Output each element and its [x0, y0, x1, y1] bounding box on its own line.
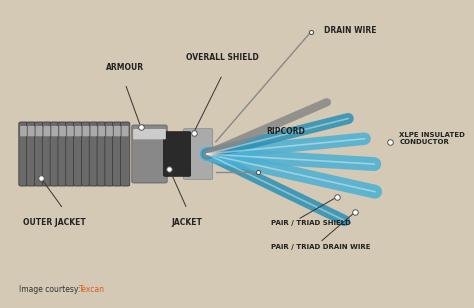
FancyBboxPatch shape — [35, 122, 44, 186]
FancyBboxPatch shape — [83, 126, 90, 136]
FancyBboxPatch shape — [113, 122, 122, 186]
FancyBboxPatch shape — [20, 126, 27, 136]
FancyBboxPatch shape — [114, 126, 121, 136]
FancyBboxPatch shape — [120, 122, 130, 186]
Text: OVERALL SHIELD: OVERALL SHIELD — [186, 53, 259, 63]
FancyBboxPatch shape — [97, 122, 106, 186]
Text: Texcan: Texcan — [79, 286, 105, 294]
FancyBboxPatch shape — [91, 126, 97, 136]
FancyBboxPatch shape — [183, 129, 213, 179]
FancyBboxPatch shape — [59, 126, 66, 136]
FancyBboxPatch shape — [52, 126, 58, 136]
Text: DRAIN WIRE: DRAIN WIRE — [324, 26, 377, 35]
Text: RIPCORD: RIPCORD — [267, 127, 306, 136]
Text: ARMOUR: ARMOUR — [106, 63, 144, 71]
Text: Image courtesy:: Image courtesy: — [19, 286, 83, 294]
FancyBboxPatch shape — [44, 126, 50, 136]
FancyBboxPatch shape — [106, 126, 113, 136]
Text: PAIR / TRIAD SHIELD: PAIR / TRIAD SHIELD — [271, 220, 351, 226]
FancyBboxPatch shape — [58, 122, 67, 186]
FancyBboxPatch shape — [133, 129, 166, 139]
FancyBboxPatch shape — [19, 122, 28, 186]
Text: JACKET: JACKET — [172, 218, 202, 227]
FancyBboxPatch shape — [132, 125, 167, 183]
FancyBboxPatch shape — [36, 126, 43, 136]
Text: OUTER JACKET: OUTER JACKET — [23, 218, 86, 227]
Text: XLPE INSULATED
CONDUCTOR: XLPE INSULATED CONDUCTOR — [399, 132, 465, 145]
FancyBboxPatch shape — [89, 122, 99, 186]
FancyBboxPatch shape — [27, 122, 36, 186]
FancyBboxPatch shape — [122, 126, 128, 136]
FancyBboxPatch shape — [105, 122, 114, 186]
FancyBboxPatch shape — [50, 122, 59, 186]
FancyBboxPatch shape — [164, 132, 191, 176]
FancyBboxPatch shape — [28, 126, 35, 136]
FancyBboxPatch shape — [73, 122, 83, 186]
FancyBboxPatch shape — [75, 126, 82, 136]
Text: PAIR / TRIAD DRAIN WIRE: PAIR / TRIAD DRAIN WIRE — [271, 244, 371, 250]
FancyBboxPatch shape — [67, 126, 74, 136]
FancyBboxPatch shape — [42, 122, 52, 186]
FancyBboxPatch shape — [82, 122, 91, 186]
FancyBboxPatch shape — [66, 122, 75, 186]
FancyBboxPatch shape — [99, 126, 105, 136]
